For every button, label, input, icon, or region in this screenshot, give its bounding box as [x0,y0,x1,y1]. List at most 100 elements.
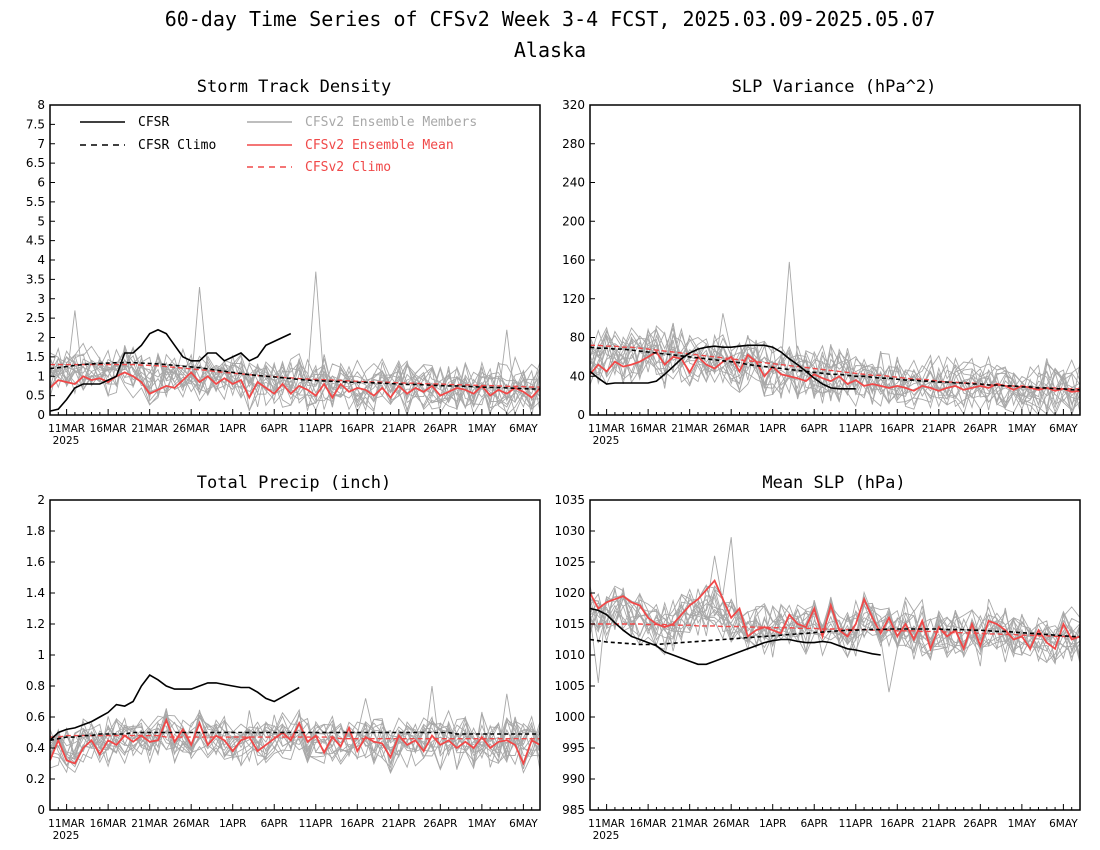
y-tick-label: 985 [562,803,585,817]
cfsv2-climo-line [50,363,540,388]
x-tick-label: 11MAR [588,818,625,830]
y-tick-label: 1.6 [26,555,45,569]
panel-total-precip: Total Precip (inch) 0 0.2 0.4 0.6 0.8 1 1.2 1.4… [26,473,541,842]
x-tick-label: 16MAR [630,818,667,830]
x-year-label: 2025 [593,435,620,447]
cfsr-line [49,328,292,412]
y-tick-label: 1.2 [26,617,45,631]
ensemble-member-line [49,708,541,770]
y-tick-label: 0.4 [26,741,45,755]
y-tick-label: 995 [562,741,585,755]
y-tick-label: 0.8 [26,679,45,693]
ensemble-member-line [49,710,541,764]
y-tick-label: 1.8 [26,524,45,538]
y-tick-label: 280 [562,137,585,151]
y-tick-label: 1030 [554,524,585,538]
cfsr-line [589,344,856,390]
x-tick-label: 11APR [839,818,873,830]
x-tick-label: 21MAR [671,423,708,435]
x-tick-label: 16MAR [90,818,127,830]
x-tick-label: 1MAY [1008,423,1037,435]
y-tick-label: 240 [562,176,585,190]
y-tick-label: 3 [37,292,45,306]
y-tick-label: 3.5 [26,272,45,286]
x-tick-label: 11APR [299,818,333,830]
y-tick-label: 2 [37,331,45,345]
x-tick-label: 21APR [382,818,416,830]
y-tick-label: 1035 [554,493,585,507]
y-tick-label: 2.5 [26,311,45,325]
x-tick-label: 21APR [382,423,416,435]
y-tick-label: 1025 [554,555,585,569]
figure-title: 60-day Time Series of CFSv2 Week 3-4 FCS… [165,7,936,31]
cfsr-climo-line [49,361,540,390]
y-tick-label: 160 [562,253,585,267]
x-tick-label: 1MAY [1008,818,1037,830]
ensemble-member-line [589,331,1081,417]
ensemble-member-line [589,555,1081,660]
plot-frame [49,499,541,811]
x-tick-label: 1APR [759,818,787,830]
x-tick-label: 16APR [340,423,374,435]
ensemble-member-line [589,261,1081,400]
y-tick-label: 0.2 [26,772,45,786]
panel-slp-variance: SLP Variance (hPa^2) 0 40 80 120 160 200 240 28… [562,77,1081,447]
cfsr-line [49,674,300,741]
panel-title: Storm Track Density [197,77,391,97]
ensemble-mean-line [49,371,541,400]
cfsr-climo-line [49,731,540,742]
x-tick-label: 11APR [839,423,873,435]
y-tick-label: 40 [570,369,585,383]
y-tick-label: 8 [37,98,45,112]
y-tick-label: 320 [562,98,585,112]
x-tick-label: 11APR [299,423,333,435]
x-tick-label: 26APR [963,818,997,830]
x-tick-label: 26APR [423,818,457,830]
y-tick-label: 0.6 [26,710,45,724]
x-tick-label: 6MAY [1049,818,1078,830]
x-tick-label: 6MAY [1049,423,1078,435]
y-tick-label: 0.5 [26,389,45,403]
panel-storm-track-density: Storm Track Density 0 0.5 1 1.5 2 2.5 3 3.5 4 4.5… [26,77,541,447]
x-tick-label: 21MAR [131,423,168,435]
figure-subtitle: Alaska [514,38,586,62]
ensemble-mean-line [589,350,1081,393]
y-tick-label: 200 [562,214,585,228]
x-tick-label: 16MAR [630,423,667,435]
x-tick-label: 26MAR [713,818,750,830]
x-tick-label: 11MAR [48,818,85,830]
y-tick-label: 1 [37,648,45,662]
y-tick-label: 5.5 [26,195,45,209]
y-tick-label: 1 [37,369,45,383]
y-tick-label: 1015 [554,617,585,631]
x-tick-label: 6APR [800,818,828,830]
x-tick-label: 6APR [800,423,828,435]
ensemble-member-line [49,310,541,410]
x-tick-label: 26MAR [173,818,210,830]
y-tick-label: 1000 [554,710,585,724]
cfsv2-climo-line [50,734,540,740]
x-tick-label: 21APR [922,818,956,830]
panel-title: Mean SLP (hPa) [762,473,905,493]
x-tick-label: 11MAR [588,423,625,435]
x-tick-label: 26APR [963,423,997,435]
x-tick-label: 21MAR [671,818,708,830]
ensemble-member-line [49,685,541,768]
x-tick-label: 21MAR [131,818,168,830]
y-tick-label: 1010 [554,648,585,662]
ensemble-member-line [49,714,541,770]
ensemble-member-line [589,585,1081,658]
x-tick-label: 6MAY [509,818,538,830]
panel-mean-slp: Mean SLP (hPa) 985 990 995 1000 1005 1010 1015… [554,473,1081,842]
y-tick-label: 2 [37,493,45,507]
x-tick-label: 16APR [340,818,374,830]
x-tick-label: 6APR [260,423,288,435]
x-tick-label: 1APR [219,818,247,830]
cfsr-climo-line [589,628,1081,646]
legend-label-members: CFSv2 Ensemble Members [305,115,477,130]
legend-label-cfsr: CFSR [138,115,169,130]
y-tick-label: 0 [37,803,45,817]
x-tick-label: 16MAR [90,423,127,435]
y-tick-label: 1020 [554,586,585,600]
